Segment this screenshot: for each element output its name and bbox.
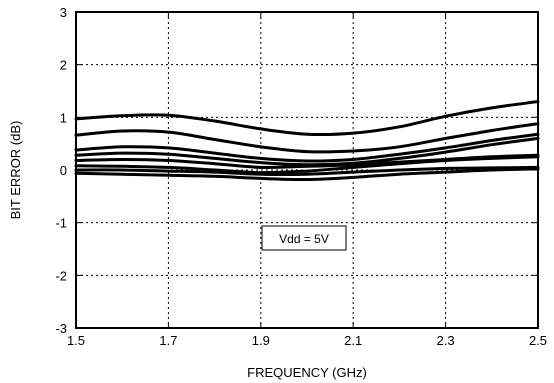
annotation-frame	[261, 225, 347, 251]
x-tick-label: 1.5	[67, 333, 85, 348]
annotation-box: Vdd = 5V	[261, 225, 347, 251]
axis-ticks	[75, 11, 539, 329]
y-tick-labels: -3 -2 -1 0 1 2 3	[55, 5, 67, 336]
y-tick-label: 2	[60, 58, 67, 73]
x-tick-label: 2.1	[344, 333, 362, 348]
series-line	[74, 100, 540, 137]
series-line	[74, 132, 540, 163]
y-tick-label: -1	[55, 216, 67, 231]
x-axis-title: FREQUENCY (GHz)	[247, 365, 367, 380]
series-lines	[74, 100, 540, 182]
annotation-text: Vdd = 5V	[279, 232, 329, 246]
series-line	[74, 155, 540, 175]
y-tick-label: -2	[55, 268, 67, 283]
x-tick-label: 2.3	[437, 333, 455, 348]
x-tick-label: 1.7	[159, 333, 177, 348]
x-tick-labels: 1.5 1.7 1.9 2.1 2.3 2.5	[67, 333, 547, 348]
x-tick-label: 1.9	[252, 333, 270, 348]
series-line	[74, 122, 540, 154]
y-tick-label: 0	[60, 163, 67, 178]
series-line	[74, 167, 540, 182]
y-axis-title: BIT ERROR (dB)	[8, 121, 23, 220]
series-line	[74, 136, 540, 167]
series-line	[74, 165, 540, 176]
x-tick-label: 2.5	[529, 333, 547, 348]
y-tick-label: 3	[60, 5, 67, 20]
y-tick-label: 1	[60, 110, 67, 125]
y-tick-label: -3	[55, 321, 67, 336]
